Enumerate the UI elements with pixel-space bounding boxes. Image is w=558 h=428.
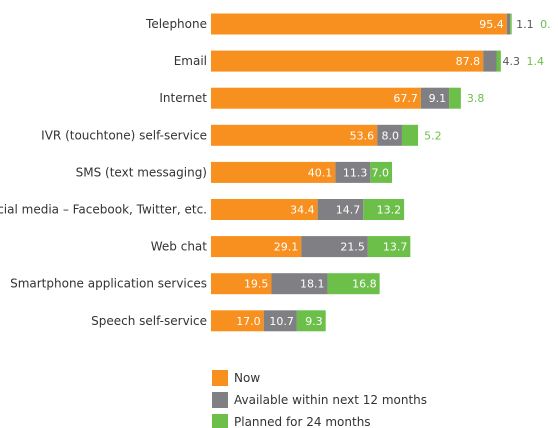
bar-segment-available-within-next-12-months (335, 161, 371, 183)
bar-segment-planned-for-24-months (363, 199, 405, 220)
bar-segment-now (211, 199, 318, 220)
data-label: 3.8 (467, 92, 485, 105)
bar-segment-now (211, 50, 484, 72)
bar-segment-planned-for-24-months (370, 161, 393, 183)
data-label: 13.2 (377, 204, 402, 217)
bar-segment-now (211, 236, 302, 258)
bar-segment-available-within-next-12-months (506, 13, 511, 35)
data-label: 19.5 (244, 278, 269, 291)
bar-segment-available-within-next-12-months (377, 124, 402, 146)
legend-label: Planned for 24 months (234, 415, 371, 428)
data-label: 34.4 (290, 204, 315, 217)
data-label: 40.1 (308, 166, 333, 179)
bar-segment-now (211, 273, 272, 295)
bar-segment-available-within-next-12-months (263, 310, 297, 332)
bar-segment-planned-for-24-months (401, 124, 419, 146)
category-label: Speech self-service (91, 314, 207, 328)
bar-segment-planned-for-24-months (367, 236, 411, 258)
bar-segment-now (211, 124, 378, 146)
bar-segment-planned-for-24-months (510, 13, 512, 35)
category-label: Social media – Facebook, Twitter, etc. (0, 203, 207, 217)
data-label: 18.1 (300, 278, 325, 291)
bar-segment-available-within-next-12-months (301, 236, 368, 258)
bar-segment-planned-for-24-months (496, 50, 501, 72)
data-label: 8.0 (381, 129, 399, 142)
data-label: 53.6 (350, 129, 375, 142)
category-label: IVR (touchtone) self-service (41, 128, 207, 142)
data-label: 4.3 (503, 55, 521, 68)
data-label: 29.1 (274, 241, 299, 254)
bar-segment-now (211, 87, 421, 109)
data-label: 67.7 (393, 92, 418, 105)
category-label: Email (174, 54, 207, 68)
data-label: 0. (540, 18, 551, 31)
bar-segment-planned-for-24-months (449, 87, 461, 109)
bar-segment-planned-for-24-months (327, 273, 380, 295)
data-label: 9.1 (429, 92, 447, 105)
data-label: 5.2 (424, 129, 442, 142)
category-label: Web chat (151, 240, 208, 254)
bar-segment-now (211, 310, 264, 332)
legend-label: Available within next 12 months (234, 393, 427, 407)
category-label: Internet (159, 91, 207, 105)
legend-swatch (212, 392, 228, 408)
data-label: 13.7 (383, 241, 408, 254)
data-label: 14.7 (336, 204, 361, 217)
legend-label: Now (234, 371, 260, 385)
legend-swatch (212, 414, 228, 428)
category-label: Telephone (145, 17, 207, 31)
data-label: 1.4 (527, 55, 545, 68)
bar-segment-available-within-next-12-months (271, 273, 328, 295)
bar-segment-now (211, 13, 507, 35)
data-label: 11.3 (343, 166, 368, 179)
category-label: Smartphone application services (10, 277, 207, 291)
category-label: SMS (text messaging) (76, 165, 207, 179)
data-label: 10.7 (269, 315, 294, 328)
data-label: 7.0 (372, 166, 390, 179)
data-label: 95.4 (479, 18, 504, 31)
bar-segment-available-within-next-12-months (483, 50, 497, 72)
data-label: 21.5 (340, 241, 365, 254)
data-label: 17.0 (236, 315, 261, 328)
data-label: 87.8 (456, 55, 481, 68)
data-label: 16.8 (352, 278, 377, 291)
bar-segment-planned-for-24-months (296, 310, 326, 332)
bar-segment-available-within-next-12-months (317, 199, 364, 220)
data-label: 1.1 (516, 18, 534, 31)
bar-segment-now (211, 161, 336, 183)
legend-swatch (212, 370, 228, 386)
data-label: 9.3 (305, 315, 323, 328)
bar-segment-available-within-next-12-months (420, 87, 450, 109)
